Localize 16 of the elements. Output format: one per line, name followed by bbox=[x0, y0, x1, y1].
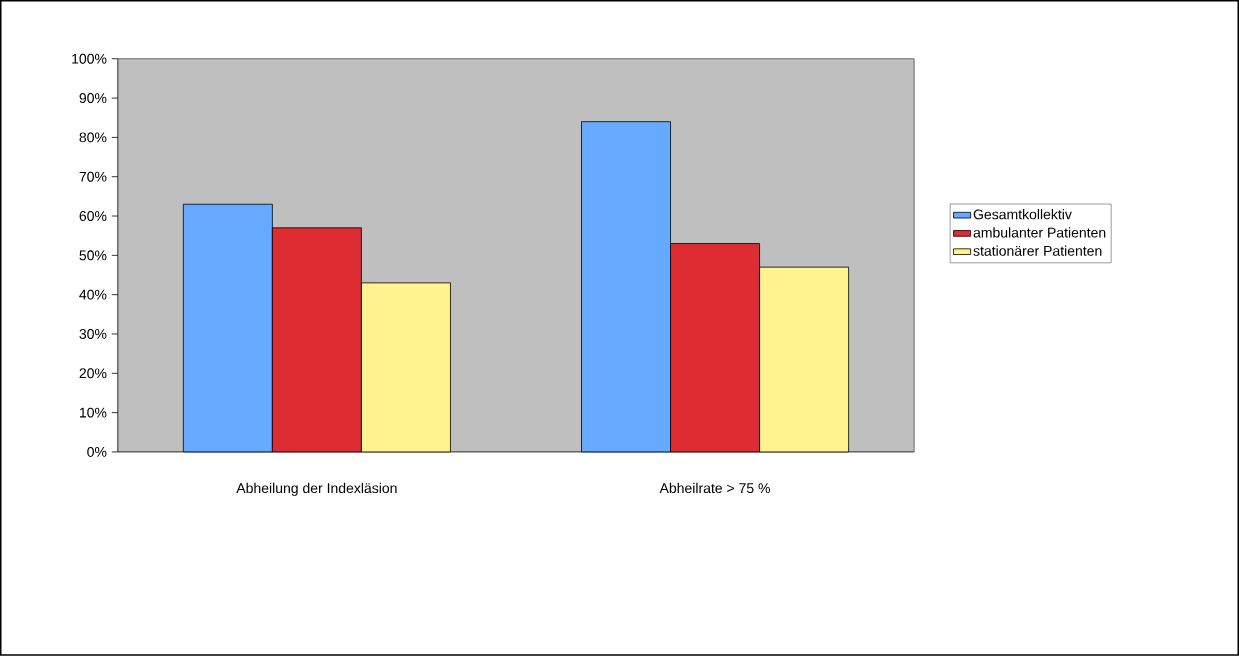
x-tick-label: Abheilrate > 75 % bbox=[659, 482, 770, 494]
y-tick-label: 40% bbox=[79, 289, 107, 300]
legend-label: Gesamtkollektiv bbox=[973, 209, 1072, 220]
x-tick-label: Abheilung der Indexläsion bbox=[236, 482, 397, 496]
y-tick-label: 60% bbox=[79, 211, 107, 222]
legend-label: ambulanter Patienten bbox=[973, 227, 1106, 238]
legend-label: stationärer Patienten bbox=[973, 245, 1102, 256]
y-tick-label: 70% bbox=[79, 171, 107, 182]
y-tick-label: 50% bbox=[79, 250, 107, 261]
y-tick-label: 10% bbox=[79, 407, 107, 418]
y-tick-label: 0% bbox=[87, 447, 107, 458]
y-tick-label: 30% bbox=[79, 329, 107, 340]
y-tick-label: 100% bbox=[72, 53, 107, 64]
y-tick-label: 20% bbox=[79, 368, 107, 379]
y-tick-label: 80% bbox=[79, 132, 107, 143]
y-tick-label: 90% bbox=[79, 93, 107, 104]
